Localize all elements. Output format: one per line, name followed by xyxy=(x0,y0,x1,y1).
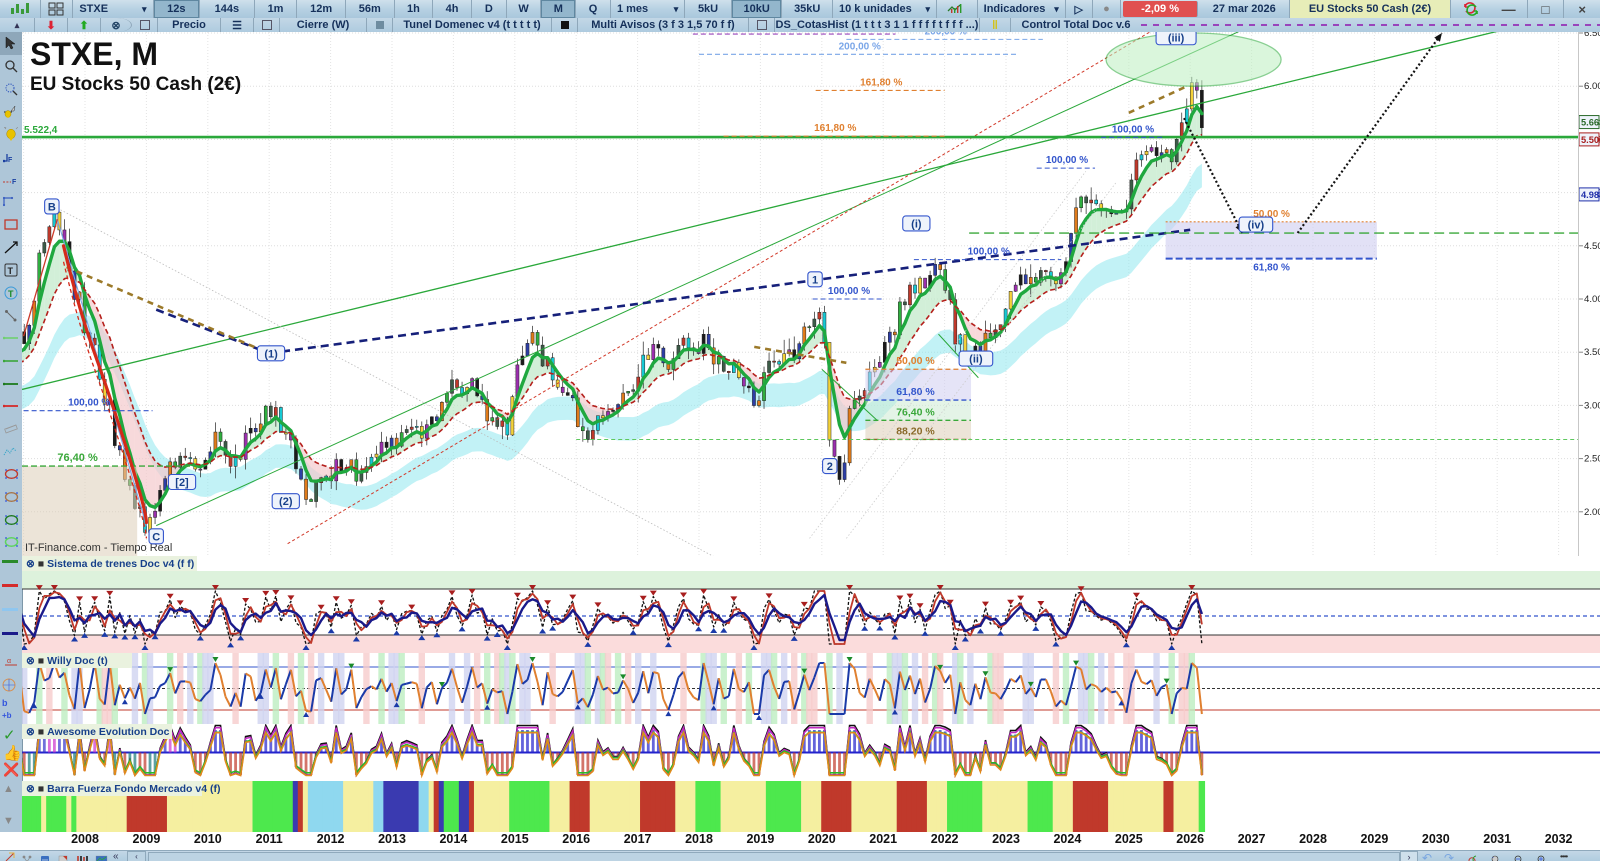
svg-text:161,80 %: 161,80 % xyxy=(814,123,856,134)
svg-text:100,00 %: 100,00 % xyxy=(828,286,870,297)
svg-text:61,80 %: 61,80 % xyxy=(896,386,935,398)
svg-text:76,40 %: 76,40 % xyxy=(896,406,935,418)
svg-text:200,00 %: 200,00 % xyxy=(925,32,967,37)
svg-text:88,20 %: 88,20 % xyxy=(896,425,935,437)
svg-text:100,00 %: 100,00 % xyxy=(68,398,110,409)
svg-text:(iii): (iii) xyxy=(1168,32,1185,44)
svg-text:(iv): (iv) xyxy=(1248,220,1265,232)
svg-text:200,00 %: 200,00 % xyxy=(839,41,881,52)
svg-text:5.663,3: 5.663,3 xyxy=(1581,118,1600,128)
svg-text:T: T xyxy=(8,266,14,276)
svg-text:5.522,4: 5.522,4 xyxy=(24,125,58,136)
svg-text:C: C xyxy=(152,531,160,543)
svg-text:4.983,9: 4.983,9 xyxy=(1581,190,1600,200)
svg-text:(1): (1) xyxy=(264,348,278,360)
svg-text:T: T xyxy=(8,289,14,299)
svg-text:(i): (i) xyxy=(911,218,922,230)
svg-text:α: α xyxy=(7,658,11,665)
svg-text:50,00 %: 50,00 % xyxy=(896,355,935,367)
svg-text:4.500: 4.500 xyxy=(1584,241,1600,252)
svg-text:1: 1 xyxy=(812,274,818,286)
svg-text:(2): (2) xyxy=(279,496,293,508)
svg-text:5.500,7: 5.500,7 xyxy=(1581,135,1600,145)
svg-text:2.500: 2.500 xyxy=(1584,454,1600,465)
svg-text:2.000: 2.000 xyxy=(1584,507,1600,518)
svg-text:3.000: 3.000 xyxy=(1584,400,1600,411)
svg-text:B: B xyxy=(48,201,56,213)
svg-text:6.000: 6.000 xyxy=(1584,81,1600,92)
svg-text:[2]: [2] xyxy=(175,477,189,489)
svg-text:F: F xyxy=(8,157,13,164)
svg-text:6.500: 6.500 xyxy=(1584,32,1600,39)
svg-text:61,80 %: 61,80 % xyxy=(1253,263,1290,274)
svg-text:161,80 %: 161,80 % xyxy=(860,77,902,88)
svg-text:100,00 %: 100,00 % xyxy=(1046,155,1088,166)
svg-text:76,40 %: 76,40 % xyxy=(57,452,98,464)
svg-text:4.000: 4.000 xyxy=(1584,294,1600,305)
svg-text:100,00 %: 100,00 % xyxy=(1112,124,1154,135)
svg-text:100,00 %: 100,00 % xyxy=(968,247,1010,258)
svg-text:F: F xyxy=(12,179,17,185)
svg-text:3.500: 3.500 xyxy=(1584,347,1600,358)
svg-text:2: 2 xyxy=(827,461,833,473)
svg-text:(ii): (ii) xyxy=(969,354,983,366)
